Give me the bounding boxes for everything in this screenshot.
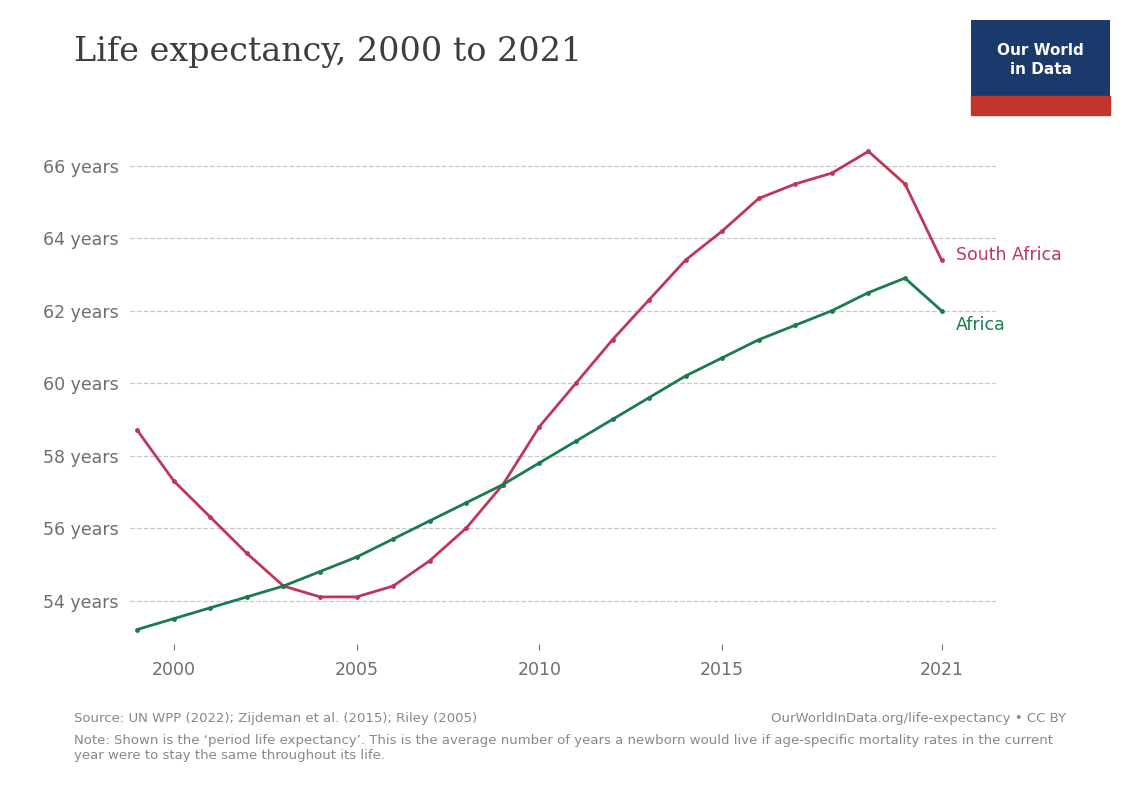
Text: South Africa: South Africa: [956, 246, 1061, 263]
Text: Africa: Africa: [956, 316, 1005, 334]
Text: Note: Shown is the ‘period life expectancy’. This is the average number of years: Note: Shown is the ‘period life expectan…: [74, 734, 1053, 762]
Text: Our World
in Data: Our World in Data: [998, 43, 1084, 76]
Text: Life expectancy, 2000 to 2021: Life expectancy, 2000 to 2021: [74, 36, 583, 68]
Text: Source: UN WPP (2022); Zijdeman et al. (2015); Riley (2005): Source: UN WPP (2022); Zijdeman et al. (…: [74, 712, 478, 725]
Bar: [971, 96, 1110, 115]
Text: OurWorldInData.org/life-expectancy • CC BY: OurWorldInData.org/life-expectancy • CC …: [771, 712, 1066, 725]
